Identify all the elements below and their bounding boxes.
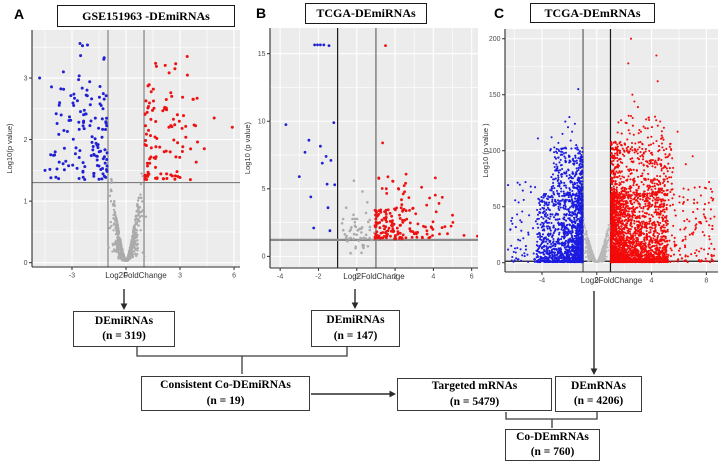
x-tick-label: 3 [178,273,182,280]
y-tick-label: 2 [24,137,28,144]
flow-box-name: DEmRNAs [571,379,626,392]
flow-box-name: DEmiRNAs [94,314,154,327]
y-tick-label: 1 [24,198,28,205]
y-tick-label: 3 [24,75,28,82]
volcano-plot-b: -4 -2 0 2 4 6 0 5 10 15 [258,28,478,281]
gridlines [270,28,478,268]
scatter-points-upregulated [373,44,478,241]
y-tick-label: 5 [262,186,266,193]
y-tick-label: 0 [262,254,266,261]
flow-box-count: (n = 319) [102,330,146,342]
x-tick-label: 0 [124,273,128,280]
axes: -4 -2 0 2 4 6 0 5 10 15 [258,28,478,281]
panel-title-c: TCGA-DEmRNAs [530,3,655,23]
x-tick-label: -4 [539,278,545,285]
x-axis-label-c: Log2FoldChange [580,276,643,285]
flow-box-count: (n = 760) [530,446,575,458]
x-tick-label: 0 [355,274,359,281]
y-axis-label-c: Log10 (p value ) [481,123,490,178]
flow-box-count: (n = 19) [206,394,245,407]
flow-box-demirnas-tcga: DEmiRNAs (n = 147) [311,310,400,347]
x-axis-label-b: Log2FoldChange [343,272,405,281]
scatter-points-upregulated [610,37,716,264]
panel-title-a: GSE151963 -DEmiRNAs [57,5,235,27]
y-tick-label: 50 [493,204,501,211]
scatter-points-not-significant [581,218,613,263]
scatter-points-not-significant [340,179,376,255]
flow-box-count: (n = 5479) [449,395,500,408]
flow-box-count: (n = 147) [333,329,378,342]
gridlines [32,30,240,267]
y-tick-label: 0 [24,260,28,267]
flow-box-name: Consistent Co-DEmiRNAs [160,379,291,392]
panel-label-b: B [256,5,267,21]
y-axis-label-b: Log10 (p value) [243,121,252,175]
x-tick-label: 6 [232,273,236,280]
flow-box-targeted-mrnas: Targeted mRNAs (n = 5479) [397,378,552,411]
panel-label-a: A [14,6,25,22]
x-tick-label: 4 [650,278,654,285]
threshold-lines [32,30,240,267]
x-tick-label: 6 [470,274,474,281]
x-tick-label: -3 [69,273,75,280]
y-axis-label-a: Log10(p value) [5,123,14,174]
flow-box-consistent-co-demirnas: Consistent Co-DEmiRNAs (n = 19) [141,376,310,411]
panel-title-b: TCGA-DEmiRNAs [305,3,427,24]
y-tick-label: 10 [258,119,266,126]
x-tick-label: -4 [277,274,283,281]
y-tick-label: 100 [489,148,501,155]
x-tick-label: -2 [315,274,321,281]
flow-box-count: (n = 4206) [573,395,624,407]
axes: -3 0 3 6 0 1 2 3 [24,30,240,280]
flow-box-name: Targeted mRNAs [431,380,518,393]
x-tick-label: 0 [595,278,599,285]
flow-box-name: Co-DEmRNAs [516,430,589,443]
x-tick-label: 8 [704,278,708,285]
volcano-plot-c: -4 0 4 8 0 50 100 150 200 [489,29,718,285]
x-tick-label: 4 [431,274,435,281]
flow-box-name: DEmiRNAs [326,314,385,327]
scatter-points-downregulated [38,42,109,181]
y-tick-label: 200 [489,36,501,43]
y-tick-label: 0 [497,260,501,267]
scatter-points-upregulated [143,55,234,182]
scatter-points-not-significant [104,148,148,262]
panel-label-c: C [494,5,505,21]
x-tick-label: 2 [393,274,397,281]
axes: -4 0 4 8 0 50 100 150 200 [489,29,718,285]
scatter-points-downregulated [507,88,584,264]
flow-box-demirnas-gse151963: DEmiRNAs (n = 319) [73,311,175,347]
flow-box-co-demrnas: Co-DEmRNAs (n = 760) [505,429,600,461]
scatter-points-downregulated [284,43,337,233]
y-tick-label: 15 [258,51,266,58]
flow-box-demrnas: DEmRNAs (n = 4206) [555,376,642,412]
y-tick-label: 150 [489,92,501,99]
x-axis-label-a: Log2FoldChange [105,271,167,280]
volcano-plot-a: -3 0 3 6 0 1 2 3 [24,30,240,280]
